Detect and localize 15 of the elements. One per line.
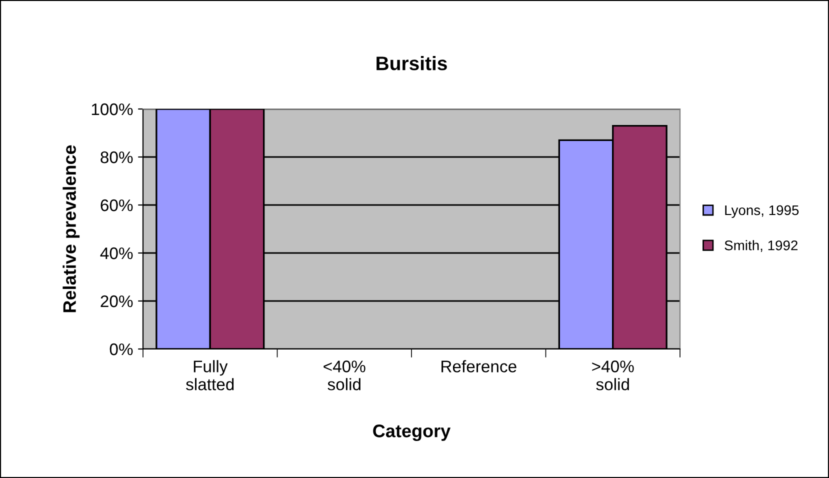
y-tick-label: 100% xyxy=(92,103,133,116)
x-tick-label: <40% solid xyxy=(324,360,366,390)
y-tick-label: 60% xyxy=(100,199,133,212)
legend-label: Smith, 1992 xyxy=(724,240,798,252)
x-tick-label: Fully slatted xyxy=(186,360,234,390)
y-tick-label: 20% xyxy=(100,295,133,308)
x-tick-label: >40% solid xyxy=(592,360,634,390)
x-axis-title: Category xyxy=(373,424,451,441)
x-tick-label: Reference xyxy=(442,360,516,372)
chart-title: Bursitis xyxy=(376,56,447,70)
y-tick-label: 80% xyxy=(100,151,133,164)
y-tick-label: 0% xyxy=(110,343,133,356)
y-tick-label: 40% xyxy=(100,247,133,260)
legend-label: Lyons, 1995 xyxy=(725,205,799,218)
y-axis-title: Relative prevalence xyxy=(62,145,80,312)
